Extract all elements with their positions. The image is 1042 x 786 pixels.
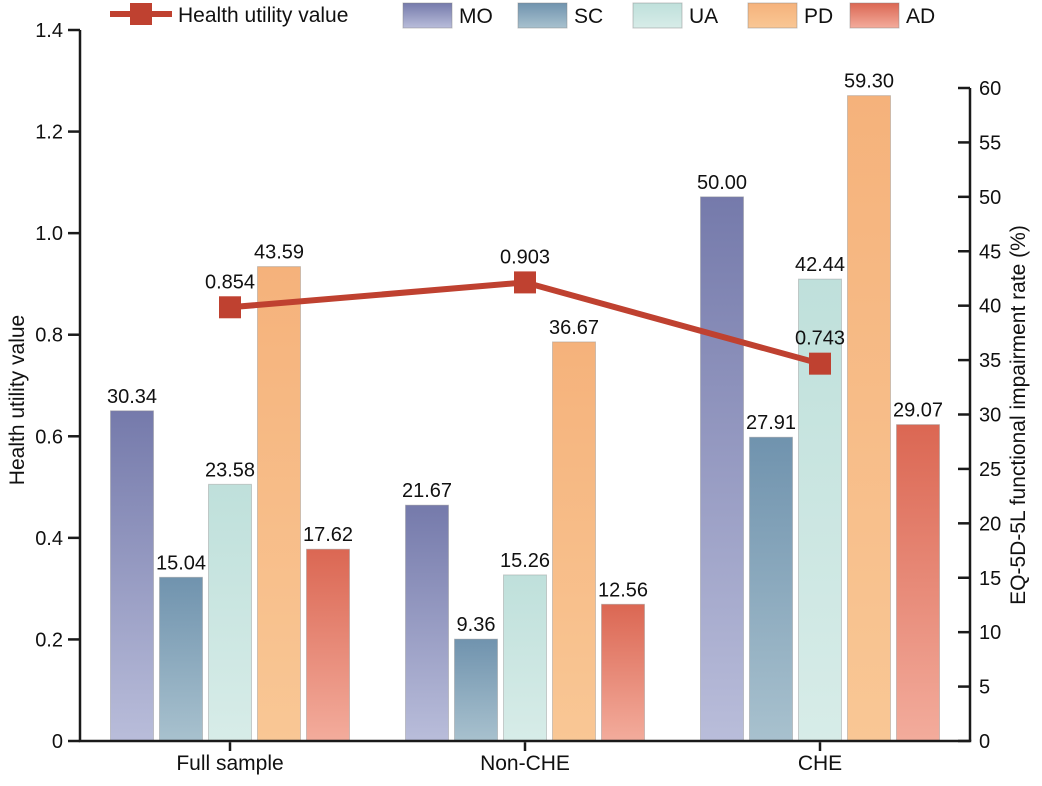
line-marker-full-sample [219, 296, 241, 319]
left-axis-tick-label: 0.6 [35, 426, 63, 448]
bar-mo-full-sample [110, 410, 154, 742]
bar-value-label-ua-che: 42.44 [795, 254, 845, 276]
bar-value-label-ad-non-che: 12.56 [598, 579, 648, 601]
bar-groups: 30.34 21.67 50.00 15.04 9.36 27.91 23.58 15.26 4… [107, 71, 943, 742]
left-axis-tick-label: 0 [52, 731, 63, 753]
legend-item-health-utility-value: Health utility value [110, 3, 348, 27]
left-axis-tick-label: 1.2 [35, 122, 63, 144]
right-axis-tick-label: 60 [979, 78, 1001, 100]
health-utility-line-series: 0.854 0.903 0.743 [205, 246, 845, 375]
left-axis-tick-label: 0.4 [35, 528, 63, 550]
bar-pd-full-sample [257, 266, 301, 742]
bar-ad-non-che [601, 603, 645, 742]
legend-item-ua: UA [632, 2, 718, 29]
legend-line-marker-icon [130, 3, 152, 25]
bar-pd-che [847, 95, 891, 742]
left-axis-tick-label: 0.2 [35, 629, 63, 651]
right-axis-tick-label: 5 [979, 677, 990, 699]
bar-pd-non-che [552, 341, 596, 742]
line-marker-non-che [514, 271, 536, 294]
right-axis-tick-label: 15 [979, 568, 1001, 590]
legend-swatch-ua [632, 2, 683, 29]
legend-item-ad: AD [849, 2, 935, 29]
left-axis-tick-label: 1.0 [35, 223, 63, 245]
bar-value-label-ua-full-sample: 23.58 [205, 459, 255, 481]
legend-label-pd: PD [804, 5, 833, 28]
bar-value-label-pd-non-che: 36.67 [549, 317, 599, 339]
bar-value-label-sc-che: 27.91 [746, 412, 796, 434]
bar-value-label-mo-non-che: 21.67 [402, 480, 452, 502]
bar-value-label-ad-che: 29.07 [893, 400, 943, 422]
legend-label-sc: SC [574, 5, 603, 28]
axis-ticks-and-labels: 0 0.2 0.4 0.6 0.8 1.0 1.2 1.4 0 5 10 15 20 25 30 35 40 45… [35, 20, 1001, 775]
line-value-label-che: 0.743 [795, 328, 845, 350]
bar-value-label-sc-full-sample: 15.04 [156, 552, 206, 574]
legend-label-ua: UA [689, 5, 718, 28]
right-axis-tick-label: 40 [979, 296, 1001, 318]
legend-label-mo: MO [459, 5, 493, 28]
bar-mo-che [700, 196, 744, 742]
bar-ad-full-sample [306, 548, 350, 742]
right-axis-tick-label: 35 [979, 350, 1001, 372]
legend: Health utility value MO SC UA PD AD [110, 2, 935, 29]
right-axis-tick-label: 25 [979, 459, 1001, 481]
legend-item-mo: MO [402, 2, 493, 29]
x-axis-category-label-non-che: Non-CHE [480, 752, 570, 775]
right-axis-tick-label: 10 [979, 622, 1001, 644]
legend-item-pd: PD [747, 2, 833, 29]
right-axis-tick-label: 55 [979, 132, 1001, 154]
right-axis-tick-label: 20 [979, 513, 1001, 535]
right-axis-tick-label: 50 [979, 187, 1001, 209]
bar-sc-non-che [454, 638, 498, 742]
bar-value-label-pd-full-sample: 43.59 [254, 242, 304, 264]
legend-swatch-ad [849, 2, 900, 29]
left-axis-tick-label: 0.8 [35, 325, 63, 347]
bar-mo-non-che [405, 504, 449, 742]
line-value-label-full-sample: 0.854 [205, 271, 255, 293]
bar-sc-full-sample [159, 576, 203, 742]
left-axis-title: Health utility value [6, 315, 29, 485]
legend-item-sc: SC [517, 2, 603, 29]
bar-ua-non-che [503, 574, 547, 742]
left-axis-tick-label: 1.4 [35, 20, 63, 42]
right-axis-tick-label: 30 [979, 405, 1001, 427]
bar-value-label-ad-full-sample: 17.62 [303, 524, 353, 546]
legend-swatch-pd [747, 2, 798, 29]
line-marker-che [809, 352, 831, 375]
bar-value-label-ua-non-che: 15.26 [500, 550, 550, 572]
bar-value-label-mo-full-sample: 30.34 [107, 386, 157, 408]
line-value-label-non-che: 0.903 [500, 246, 550, 268]
bar-value-label-pd-che: 59.30 [844, 71, 894, 93]
bar-ua-full-sample [208, 483, 252, 742]
right-axis-tick-label: 45 [979, 241, 1001, 263]
bar-value-label-mo-che: 50.00 [697, 172, 747, 194]
right-axis-title: EQ-5D-5L functional impairment rate (%) [1007, 225, 1030, 605]
x-axis-category-label-full-sample: Full sample [176, 752, 283, 775]
bar-sc-che [749, 436, 793, 742]
bar-ad-che [896, 424, 940, 742]
bar-value-label-sc-non-che: 9.36 [457, 614, 496, 636]
legend-line-label: Health utility value [178, 4, 348, 27]
x-axis-category-label-che: CHE [798, 752, 842, 775]
legend-label-ad: AD [906, 5, 935, 28]
legend-swatch-sc [517, 2, 568, 29]
right-axis-tick-label: 0 [979, 731, 990, 753]
legend-swatch-mo [402, 2, 453, 29]
